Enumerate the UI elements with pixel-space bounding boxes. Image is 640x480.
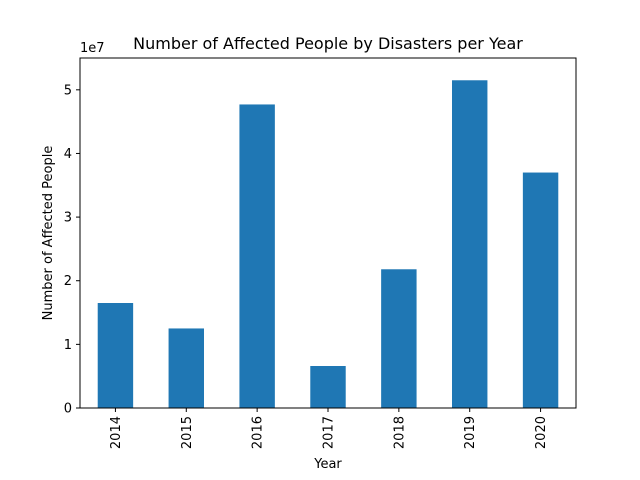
x-axis-label: Year	[313, 457, 342, 472]
bar-2015	[168, 328, 204, 408]
bar-2016	[239, 104, 275, 409]
y-tick-label: 0	[64, 402, 72, 417]
y-axis-label: Number of Affected People	[41, 146, 56, 321]
chart-title: Number of Affected People by Disasters p…	[133, 34, 523, 53]
x-tick-label: 2016	[251, 416, 266, 449]
bar-2017	[310, 366, 346, 408]
axes-frame	[79, 57, 577, 409]
y-tick-label: 4	[64, 147, 72, 162]
plot-area: 0 1 2 3 4 5 2014 2015 2016 2017 2018 2019 2020	[64, 57, 577, 449]
x-tick-label: 2020	[534, 416, 549, 449]
x-tick-label: 2014	[109, 416, 124, 449]
y-tick-label: 1	[64, 338, 72, 353]
y-tick-label: 2	[64, 274, 72, 289]
bar-2014	[97, 303, 134, 408]
y-tick-label: 5	[64, 83, 72, 98]
bar-2020	[522, 172, 559, 408]
bar-2018	[381, 269, 417, 408]
x-tick-label: 2015	[180, 416, 195, 449]
bar-2019	[452, 80, 488, 408]
y-axis-offset-label: 1e7	[80, 41, 105, 56]
y-tick-label: 3	[64, 211, 72, 226]
x-tick-label: 2019	[463, 416, 478, 449]
x-tick-label: 2017	[322, 416, 337, 449]
x-tick-label: 2018	[392, 416, 407, 449]
